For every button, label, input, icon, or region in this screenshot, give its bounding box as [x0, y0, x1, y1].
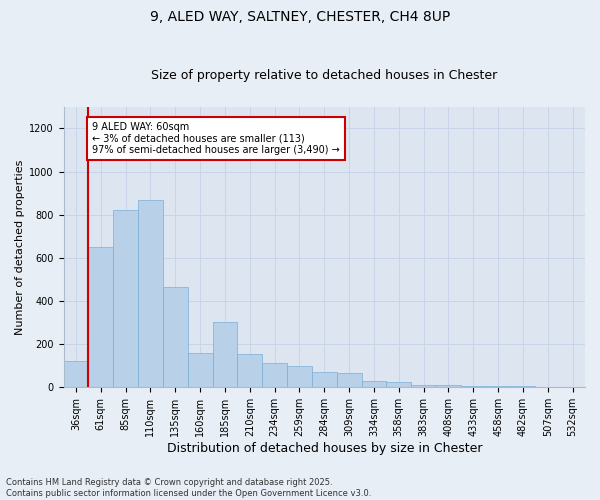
- Bar: [64, 362, 88, 388]
- Bar: [461, 386, 485, 388]
- Bar: [535, 386, 560, 388]
- Bar: [212, 322, 238, 388]
- Bar: [511, 386, 535, 388]
- Bar: [485, 386, 511, 388]
- Bar: [560, 386, 585, 388]
- Bar: [386, 382, 411, 388]
- Bar: [436, 385, 461, 388]
- Bar: [411, 385, 436, 388]
- Bar: [262, 362, 287, 388]
- Bar: [138, 200, 163, 388]
- Bar: [238, 354, 262, 388]
- Bar: [337, 374, 362, 388]
- Bar: [362, 381, 386, 388]
- Bar: [287, 366, 312, 388]
- Text: Contains HM Land Registry data © Crown copyright and database right 2025.
Contai: Contains HM Land Registry data © Crown c…: [6, 478, 371, 498]
- Text: 9 ALED WAY: 60sqm
← 3% of detached houses are smaller (113)
97% of semi-detached: 9 ALED WAY: 60sqm ← 3% of detached house…: [92, 122, 340, 155]
- Title: Size of property relative to detached houses in Chester: Size of property relative to detached ho…: [151, 69, 497, 82]
- Text: 9, ALED WAY, SALTNEY, CHESTER, CH4 8UP: 9, ALED WAY, SALTNEY, CHESTER, CH4 8UP: [150, 10, 450, 24]
- X-axis label: Distribution of detached houses by size in Chester: Distribution of detached houses by size …: [167, 442, 482, 455]
- Bar: [188, 353, 212, 388]
- Bar: [88, 247, 113, 388]
- Bar: [163, 287, 188, 388]
- Bar: [312, 372, 337, 388]
- Y-axis label: Number of detached properties: Number of detached properties: [15, 160, 25, 335]
- Bar: [113, 210, 138, 388]
